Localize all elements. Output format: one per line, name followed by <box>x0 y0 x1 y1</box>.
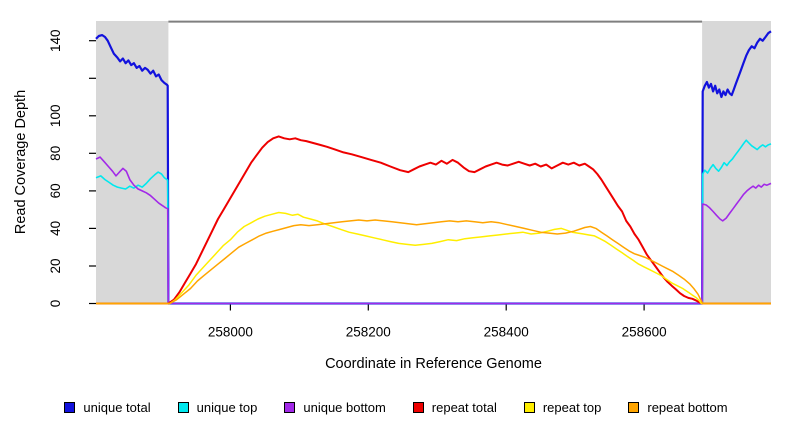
legend-label: unique bottom <box>303 399 386 415</box>
x-tick-label: 258000 <box>208 325 253 340</box>
legend-swatch <box>628 401 640 413</box>
legend-item-repeat-top: repeat top <box>523 399 602 415</box>
legend-label: repeat top <box>542 399 602 415</box>
x-tick-label: 258200 <box>346 325 391 340</box>
y-tick-label: 60 <box>48 183 63 198</box>
series-unique-bottom <box>95 156 772 305</box>
shaded-region <box>96 21 169 304</box>
legend-label: unique total <box>83 399 151 415</box>
legend-label: repeat bottom <box>647 399 728 415</box>
legend-item-unique-bottom: unique bottom <box>284 399 386 415</box>
y-tick-label: 100 <box>48 105 63 128</box>
y-tick-label: 140 <box>48 29 63 52</box>
series-repeat-total <box>96 135 771 305</box>
series-unique-total <box>95 30 772 305</box>
shaded-region <box>702 21 771 304</box>
legend-item-unique-top: unique top <box>177 399 258 415</box>
coverage-plot: 258000 258200 258400 258600 0 20 40 60 80 100 140 C… <box>13 20 772 372</box>
y-tick-label: 0 <box>48 300 63 308</box>
series-repeat-bottom <box>96 219 771 305</box>
y-tick-label: 40 <box>48 221 63 236</box>
x-tick-label: 258600 <box>622 325 667 340</box>
x-tick-label: 258400 <box>484 325 529 340</box>
legend-item-unique-total: unique total <box>64 399 151 415</box>
legend-item-repeat-bottom: repeat bottom <box>628 399 728 415</box>
legend-swatch <box>412 401 424 413</box>
y-axis-title: Read Coverage Depth <box>13 90 29 234</box>
legend-swatch <box>523 401 535 413</box>
legend-label: unique top <box>196 399 258 415</box>
series-unique-top <box>95 139 772 305</box>
y-tick-label: 80 <box>48 146 63 161</box>
legend-item-repeat-total: repeat total <box>412 399 497 415</box>
legend-swatch <box>64 401 76 413</box>
x-axis-title: Coordinate in Reference Genome <box>325 356 542 372</box>
legend: unique total unique top unique bottom repea… <box>0 394 792 420</box>
legend-swatch <box>177 401 189 413</box>
series-repeat-top <box>96 211 771 305</box>
legend-swatch <box>284 401 296 413</box>
y-tick-label: 20 <box>48 258 63 273</box>
legend-label: repeat total <box>431 399 497 415</box>
